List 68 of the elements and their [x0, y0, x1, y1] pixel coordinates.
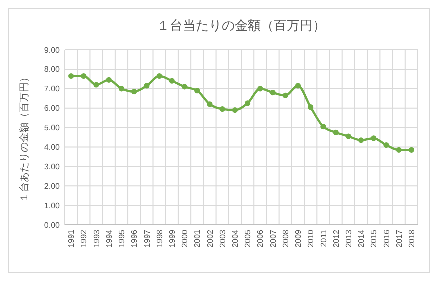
point	[308, 104, 314, 110]
point	[333, 130, 339, 136]
x-tick-label: 2012	[332, 229, 341, 248]
y-tick-label: 9.00	[44, 46, 61, 55]
x-tick-label: 2011	[319, 229, 328, 248]
x-tick-label: 1992	[80, 229, 89, 248]
point	[270, 90, 276, 96]
point	[232, 107, 238, 114]
y-tick-label: 6.00	[44, 104, 61, 114]
x-tick-label: 2018	[407, 229, 416, 248]
x-tick-label: 2005	[244, 229, 253, 248]
point	[220, 106, 226, 112]
y-tick-label: 4.00	[44, 143, 61, 152]
x-tick-label: 1996	[130, 229, 140, 248]
x-tick-label: 2013	[344, 229, 354, 248]
point	[68, 73, 74, 80]
point	[207, 102, 213, 108]
point	[396, 147, 402, 153]
x-tick-label: 1991	[67, 229, 76, 248]
point	[408, 147, 414, 153]
point	[169, 78, 175, 84]
y-tick-label: 1.00	[44, 201, 61, 210]
point	[295, 83, 302, 89]
x-tick-label: 1997	[142, 229, 152, 248]
point	[245, 100, 251, 106]
y-axis-title: １台あたりの金額（百万円）	[18, 72, 30, 202]
point	[358, 138, 364, 144]
y-tick-label: 0.00	[44, 220, 61, 230]
point	[106, 77, 112, 83]
point	[194, 88, 200, 94]
point	[384, 142, 390, 148]
x-tick-label: 2004	[230, 229, 240, 248]
point	[282, 92, 288, 98]
x-tick-label: 2009	[294, 229, 304, 248]
x-tick-label: 1995	[118, 229, 127, 248]
x-tick-label: 1999	[168, 229, 177, 248]
x-tick-label: 2008	[281, 229, 290, 248]
x-tick-label: 2003	[218, 229, 228, 248]
y-tick-label: 2.00	[44, 182, 61, 191]
x-tick-label: 2000	[180, 229, 190, 248]
x-tick-label: 1993	[92, 229, 102, 248]
point	[371, 136, 377, 142]
y-tick-label: 5.00	[44, 124, 61, 133]
point	[118, 86, 125, 92]
x-tick-label: 2015	[370, 229, 379, 248]
point	[81, 73, 87, 80]
point	[320, 124, 326, 130]
point	[94, 82, 100, 88]
point	[182, 84, 188, 90]
point	[144, 83, 150, 89]
x-tick-label: 2010	[306, 229, 316, 248]
point	[346, 134, 352, 140]
y-tick-label: 3.00	[44, 162, 61, 172]
x-tick-label: 2017	[394, 229, 404, 248]
x-tick-label: 1998	[155, 229, 164, 248]
chart-title: １台当たりの金額（百万円）	[157, 18, 326, 33]
point	[156, 73, 162, 80]
point	[132, 89, 138, 95]
x-tick-label: 2001	[193, 229, 202, 248]
point	[258, 86, 264, 92]
x-tick-label: 2006	[256, 229, 266, 248]
x-tick-label: 2016	[382, 229, 392, 248]
x-tick-label: 2014	[357, 229, 366, 248]
y-tick-label: 8.00	[44, 65, 61, 74]
x-tick-label: 2007	[268, 229, 278, 248]
x-tick-label: 2002	[206, 229, 215, 248]
y-tick-label: 7.00	[44, 84, 61, 94]
x-tick-label: 1994	[104, 229, 114, 248]
